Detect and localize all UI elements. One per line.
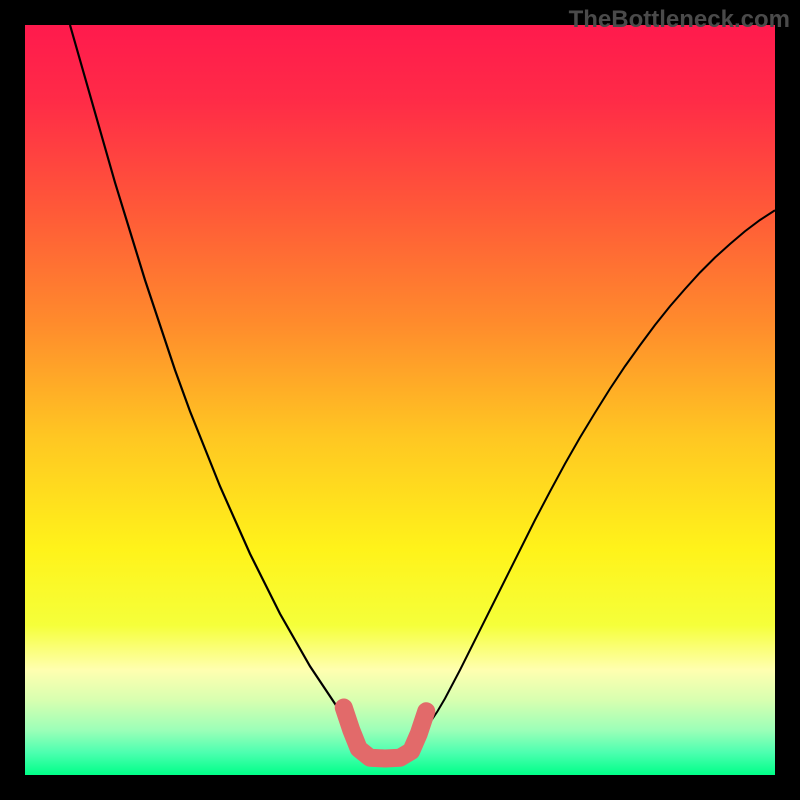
plot-background (25, 25, 775, 775)
chart-container: TheBottleneck.com (0, 0, 800, 800)
bottleneck-chart (0, 0, 800, 800)
